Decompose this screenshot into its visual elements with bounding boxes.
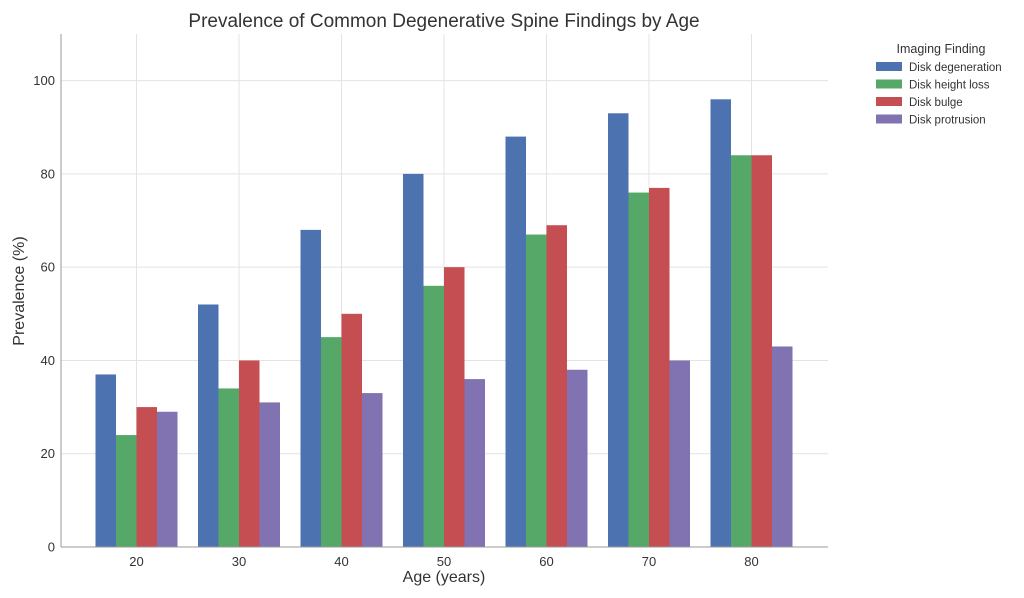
- x-tick-label: 60: [539, 554, 553, 569]
- y-tick-label: 0: [48, 540, 55, 555]
- bar-disk-bulge-50: [444, 267, 465, 547]
- bar-disk-protrusion-70: [669, 360, 690, 547]
- legend-title: Imaging Finding: [897, 42, 986, 56]
- bar-disk-height-loss-70: [628, 192, 649, 547]
- x-axis-label: Age (years): [403, 569, 486, 586]
- bar-disk-degeneration-80: [710, 99, 731, 548]
- y-tick-label: 60: [41, 260, 55, 275]
- x-tick-label: 80: [744, 554, 758, 569]
- bar-disk-protrusion-60: [567, 369, 588, 547]
- bar-disk-protrusion-30: [259, 402, 280, 547]
- x-tick-label: 30: [232, 554, 246, 569]
- bar-disk-height-loss-40: [321, 337, 342, 547]
- y-tick-label: 20: [41, 446, 55, 461]
- legend: Imaging Finding Disk degeneration Disk he…: [876, 42, 1002, 127]
- bar-disk-height-loss-30: [218, 388, 239, 547]
- bar-disk-protrusion-50: [464, 379, 485, 547]
- bar-disk-bulge-30: [239, 360, 260, 547]
- bar-disk-degeneration-70: [608, 113, 629, 548]
- legend-entry-label: Disk degeneration: [909, 62, 1002, 74]
- x-tick-labels: 20 30 40 50 60 70 80: [129, 554, 758, 569]
- legend-entry-label: Disk protrusion: [909, 115, 986, 127]
- bar-disk-height-loss-20: [116, 435, 137, 547]
- legend-swatch: [876, 114, 902, 124]
- bar-disk-height-loss-50: [423, 285, 444, 547]
- x-tick-label: 40: [334, 554, 348, 569]
- bar-disk-bulge-40: [341, 313, 362, 547]
- bar-disk-bulge-20: [136, 407, 157, 547]
- legend-swatch: [876, 62, 902, 71]
- bar-disk-protrusion-80: [772, 346, 793, 547]
- legend-entry-label: Disk height loss: [909, 80, 990, 92]
- y-tick-label: 40: [41, 353, 55, 368]
- legend-swatch: [876, 97, 902, 106]
- bar-disk-degeneration-40: [300, 229, 321, 547]
- y-tick-labels: 0 20 40 60 80 100: [33, 73, 55, 554]
- bar-disk-degeneration-50: [403, 173, 424, 547]
- bar-disk-bulge-70: [649, 187, 670, 547]
- chart-title: Prevalence of Common Degenerative Spine …: [188, 11, 699, 32]
- legend-entry-label: Disk bulge: [909, 97, 963, 109]
- legend-swatch: [876, 79, 902, 89]
- bar-disk-degeneration-60: [505, 136, 526, 547]
- x-tick-label: 20: [129, 554, 143, 569]
- axes-group: [60, 34, 828, 548]
- y-tick-label: 80: [41, 166, 55, 181]
- bar-disk-degeneration-20: [95, 374, 116, 547]
- bar-disk-height-loss-80: [731, 155, 752, 547]
- y-axis-label: Prevalence (%): [11, 236, 28, 345]
- y-tick-label: 100: [33, 73, 55, 88]
- bar-disk-bulge-60: [546, 225, 567, 547]
- bar-disk-height-loss-60: [526, 234, 547, 547]
- bar-disk-degeneration-30: [198, 304, 219, 547]
- bar-disk-bulge-80: [751, 155, 772, 547]
- bar-disk-protrusion-40: [362, 393, 383, 547]
- bar-disk-protrusion-20: [157, 411, 178, 547]
- x-tick-label: 50: [437, 554, 451, 569]
- bars-group: [95, 99, 793, 548]
- x-tick-label: 70: [642, 554, 656, 569]
